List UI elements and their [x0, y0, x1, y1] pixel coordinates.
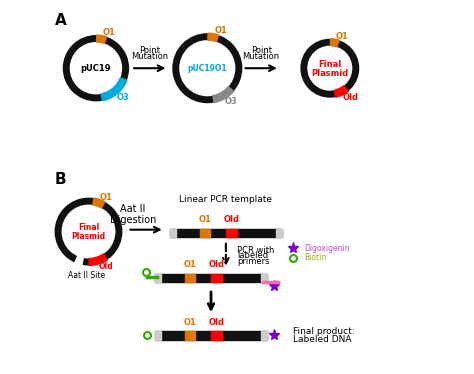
Bar: [185, 274, 195, 282]
Bar: [211, 331, 222, 340]
Text: O1: O1: [336, 32, 349, 41]
Text: O1: O1: [103, 28, 116, 37]
Text: O1: O1: [199, 215, 212, 224]
Bar: [261, 274, 267, 282]
Text: labeled: labeled: [237, 251, 268, 260]
Text: Old: Old: [209, 260, 225, 269]
Text: Old: Old: [223, 215, 239, 224]
Text: Aat II: Aat II: [120, 204, 146, 214]
Text: Old: Old: [209, 318, 225, 327]
Text: Old: Old: [342, 93, 358, 102]
Bar: [185, 331, 195, 340]
Text: Digestion: Digestion: [110, 215, 156, 226]
FancyBboxPatch shape: [155, 274, 267, 282]
FancyBboxPatch shape: [155, 331, 267, 340]
Bar: [200, 229, 210, 237]
Text: A: A: [55, 12, 67, 28]
Text: B: B: [55, 172, 67, 187]
Bar: [211, 274, 222, 282]
Text: Aat II Site: Aat II Site: [68, 271, 105, 280]
Text: Point: Point: [139, 46, 160, 55]
Text: Digoxigenin: Digoxigenin: [304, 244, 349, 253]
Bar: [226, 229, 237, 237]
Text: PCR with: PCR with: [237, 246, 274, 255]
Text: O3: O3: [117, 93, 129, 102]
Text: Final product:: Final product:: [292, 327, 354, 336]
Text: Biotin: Biotin: [304, 253, 326, 262]
Text: Point: Point: [251, 46, 272, 55]
Bar: [155, 274, 161, 282]
Text: Old: Old: [99, 262, 113, 271]
Text: O1: O1: [215, 26, 228, 35]
Text: O3: O3: [225, 97, 237, 106]
Text: Final: Final: [78, 223, 99, 232]
Text: O1: O1: [100, 193, 112, 202]
Text: Plasmid: Plasmid: [311, 69, 348, 78]
Text: pUC19O1: pUC19O1: [188, 64, 227, 73]
Text: Linear PCR template: Linear PCR template: [179, 196, 273, 205]
Text: Final: Final: [318, 60, 341, 69]
Bar: [155, 331, 161, 340]
Bar: [261, 331, 267, 340]
FancyBboxPatch shape: [170, 229, 282, 237]
Text: O1: O1: [184, 318, 197, 327]
Text: Mutation: Mutation: [243, 52, 280, 61]
Text: pUC19: pUC19: [81, 64, 111, 73]
Bar: [170, 229, 176, 237]
Text: primers: primers: [237, 257, 270, 266]
Text: O1: O1: [184, 260, 197, 269]
Text: Labeled DNA: Labeled DNA: [292, 335, 351, 344]
Text: Mutation: Mutation: [131, 52, 168, 61]
Bar: [276, 229, 282, 237]
Text: Plasmid: Plasmid: [72, 232, 106, 240]
